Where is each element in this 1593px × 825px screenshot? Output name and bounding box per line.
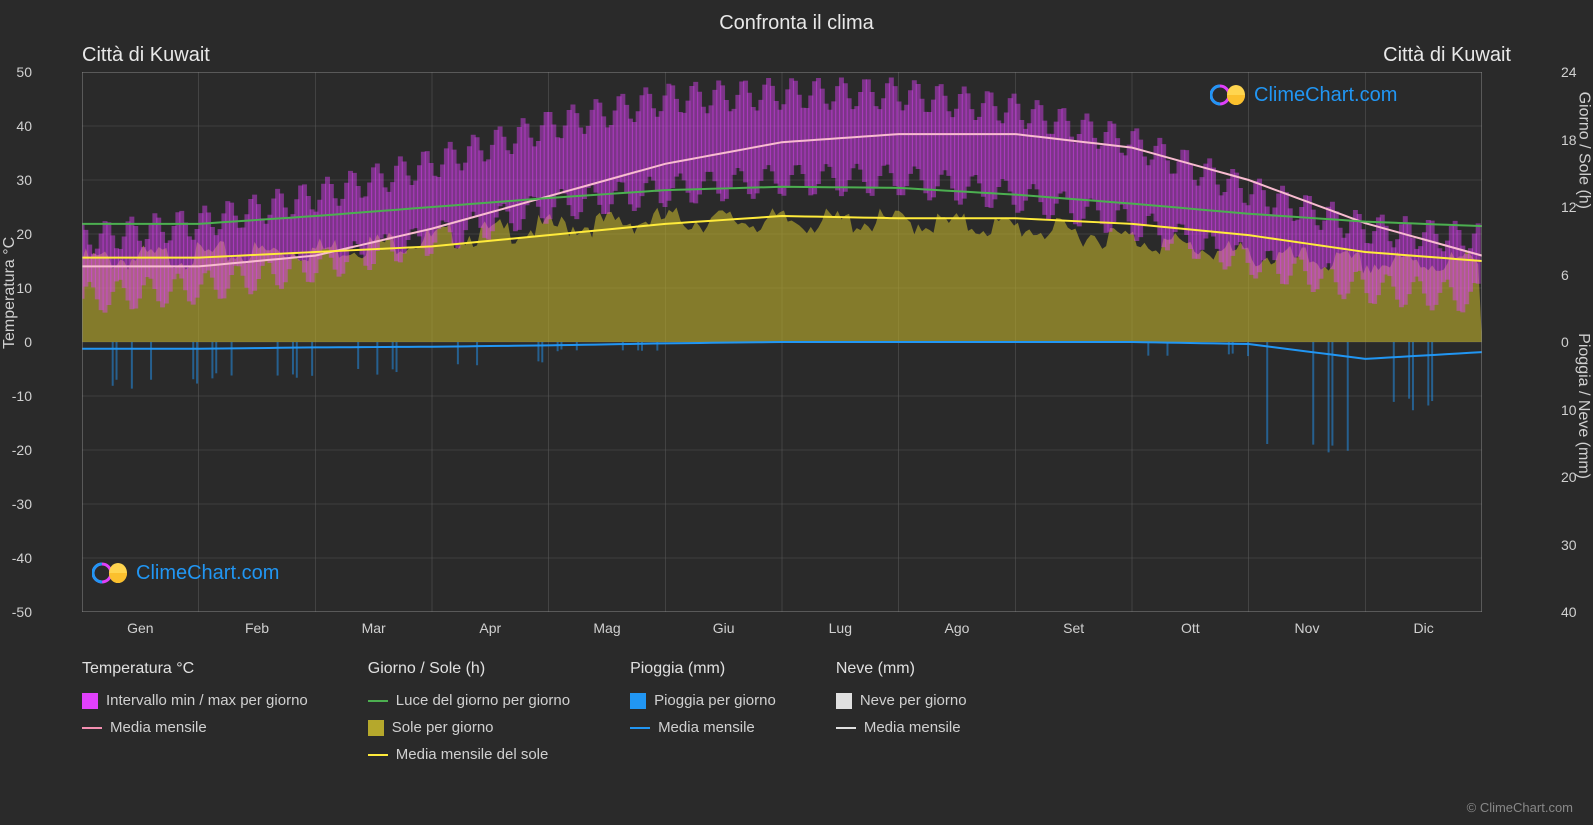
chart-svg <box>82 72 1482 612</box>
legend-item: Media mensile <box>82 719 308 736</box>
y-right-tick: 0 <box>1561 334 1569 350</box>
y-left-tick: -50 <box>12 604 32 620</box>
y-left-tick: -20 <box>12 442 32 458</box>
legend-item: Media mensile <box>630 719 776 736</box>
y-left-tick: 40 <box>16 118 32 134</box>
y-right-tick: 30 <box>1561 537 1577 553</box>
legend-swatch-icon <box>630 693 646 709</box>
x-tick: Gen <box>127 620 153 636</box>
x-tick: Mar <box>362 620 386 636</box>
city-label-right: Città di Kuwait <box>1383 44 1511 67</box>
legend-item: Media mensile <box>836 719 967 736</box>
legend-label: Intervallo min / max per giorno <box>106 692 308 709</box>
city-label-left: Città di Kuwait <box>82 44 210 67</box>
legend-line-icon <box>368 700 388 702</box>
legend-line-icon <box>368 754 388 756</box>
legend-group: Neve (mm) Neve per giorno Media mensile <box>836 660 967 763</box>
y-left-tick: -10 <box>12 388 32 404</box>
y-left-tick: 30 <box>16 172 32 188</box>
y-right-tick: 18 <box>1561 132 1577 148</box>
legend-item: Pioggia per giorno <box>630 692 776 709</box>
legend-label: Media mensile <box>110 719 207 736</box>
legend-label: Neve per giorno <box>860 692 967 709</box>
legend-header: Temperatura °C <box>82 660 308 678</box>
legend-item: Intervallo min / max per giorno <box>82 692 308 709</box>
legend-line-icon <box>82 727 102 729</box>
watermark-text: ClimeChart.com <box>136 562 279 585</box>
legend-group: Pioggia (mm) Pioggia per giorno Media mens… <box>630 660 776 763</box>
x-tick: Nov <box>1295 620 1320 636</box>
x-tick: Dic <box>1414 620 1434 636</box>
climechart-logo-icon <box>92 560 130 586</box>
legend-header: Pioggia (mm) <box>630 660 776 678</box>
chart-title: Confronta il clima <box>0 0 1593 35</box>
y-left-tick: 10 <box>16 280 32 296</box>
x-tick: Mag <box>593 620 620 636</box>
x-tick: Giu <box>713 620 735 636</box>
legend-item: Neve per giorno <box>836 692 967 709</box>
legend-header: Neve (mm) <box>836 660 967 678</box>
legend-group: Temperatura °C Intervallo min / max per g… <box>82 660 308 763</box>
y-left-tick: 20 <box>16 226 32 242</box>
legend-swatch-icon <box>82 693 98 709</box>
legend-line-icon <box>836 727 856 729</box>
legend-swatch-icon <box>368 720 384 736</box>
legend-label: Media mensile del sole <box>396 746 549 763</box>
climechart-logo-icon <box>1210 82 1248 108</box>
watermark-text: ClimeChart.com <box>1254 84 1397 107</box>
legend-item: Media mensile del sole <box>368 746 570 763</box>
legend-header: Giorno / Sole (h) <box>368 660 570 678</box>
x-tick: Apr <box>479 620 501 636</box>
copyright-text: © ClimeChart.com <box>1467 800 1573 815</box>
legend-line-icon <box>630 727 650 729</box>
y-axis-right-label-top: Giorno / Sole (h) <box>1574 92 1592 209</box>
legend-item: Luce del giorno per giorno <box>368 692 570 709</box>
legend-item: Sole per giorno <box>368 719 570 736</box>
legend-label: Media mensile <box>864 719 961 736</box>
y-left-tick: -40 <box>12 550 32 566</box>
x-tick: Lug <box>829 620 852 636</box>
y-right-tick: 24 <box>1561 64 1577 80</box>
y-left-tick: -30 <box>12 496 32 512</box>
legend-label: Media mensile <box>658 719 755 736</box>
legend-group: Giorno / Sole (h) Luce del giorno per gio… <box>368 660 570 763</box>
legend-label: Sole per giorno <box>392 719 494 736</box>
watermark: ClimeChart.com <box>1210 82 1397 108</box>
rain-bars <box>113 342 1432 452</box>
legend-label: Luce del giorno per giorno <box>396 692 570 709</box>
legend: Temperatura °C Intervallo min / max per g… <box>82 660 1482 763</box>
y-right-tick: 6 <box>1561 267 1569 283</box>
legend-swatch-icon <box>836 693 852 709</box>
y-right-tick: 10 <box>1561 402 1577 418</box>
y-right-tick: 40 <box>1561 604 1577 620</box>
x-tick: Ott <box>1181 620 1200 636</box>
x-tick: Set <box>1063 620 1084 636</box>
y-left-tick: 50 <box>16 64 32 80</box>
legend-label: Pioggia per giorno <box>654 692 776 709</box>
y-right-tick: 12 <box>1561 199 1577 215</box>
watermark: ClimeChart.com <box>92 560 279 586</box>
y-left-tick: 0 <box>24 334 32 350</box>
chart-plot-area <box>82 72 1482 612</box>
x-tick: Feb <box>245 620 269 636</box>
x-tick: Ago <box>945 620 970 636</box>
y-right-tick: 20 <box>1561 469 1577 485</box>
